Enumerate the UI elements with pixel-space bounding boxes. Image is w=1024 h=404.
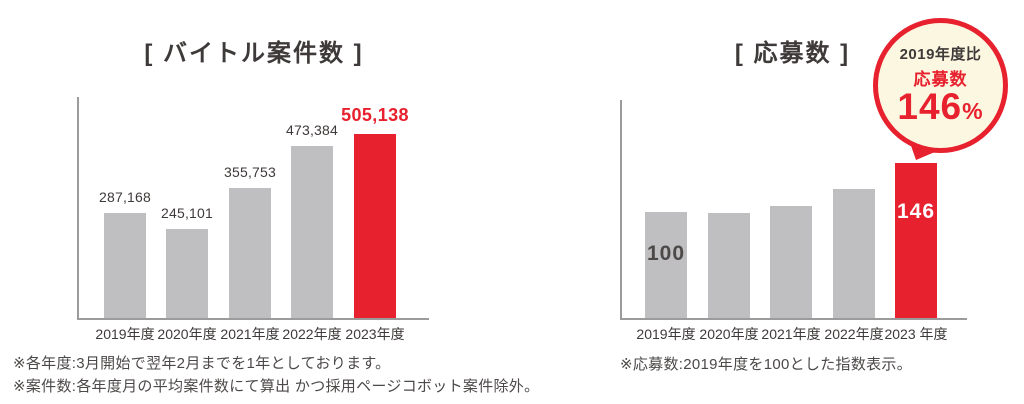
jobs-bar-value-2022: 473,384 bbox=[285, 122, 338, 138]
jobs-axis-label-2023: 2023年度 bbox=[345, 326, 405, 342]
footnote-fiscal-year: ※各年度:3月開始で翌年2月までを1年としております。 bbox=[13, 355, 391, 372]
apps-axis-label-2019: 2019年度 bbox=[636, 326, 696, 342]
jobs-bar-value-2023: 505,138 bbox=[341, 105, 409, 125]
badge-comparison-label: 2019年度比 bbox=[899, 46, 982, 63]
jobs-axis-label-2021: 2021年度 bbox=[220, 326, 280, 342]
badge-value-percent-sign: % bbox=[962, 98, 984, 124]
applications-chart-plot: 2019年度 2020年度 2021年度 2022年度 2023 年度 100 146 bbox=[620, 100, 967, 342]
jobs-bar-2021 bbox=[229, 188, 271, 318]
apps-axis-label-2021: 2021年度 bbox=[761, 326, 821, 342]
badge-value: 146% bbox=[878, 86, 1003, 127]
badge-metric-label: 応募数 bbox=[913, 70, 968, 89]
jobs-bar-value-2019: 287,168 bbox=[98, 189, 151, 205]
jobs-bar-2023 bbox=[354, 134, 396, 318]
apps-axis-label-2022: 2022年度 bbox=[824, 326, 884, 342]
apps-inside-label-2019: 100 bbox=[646, 242, 686, 265]
apps-axis-label-2020: 2020年度 bbox=[699, 326, 759, 342]
apps-bar-2022 bbox=[833, 189, 875, 318]
footnote-applications-index: ※応募数:2019年度を100とした指数表示。 bbox=[620, 356, 913, 373]
apps-bar-2023 bbox=[895, 163, 937, 318]
jobs-bar-2022 bbox=[291, 146, 333, 318]
jobs-axis-label-2020: 2020年度 bbox=[157, 326, 217, 342]
apps-bar-2019 bbox=[645, 212, 687, 318]
jobs-axis-label-2022: 2022年度 bbox=[282, 326, 342, 342]
apps-inside-label-2023: 146 bbox=[896, 200, 936, 223]
jobs-bar-2019 bbox=[104, 213, 146, 318]
applications-chart-title: [ 応募数 ] bbox=[734, 40, 851, 67]
jobs-bar-value-2020: 245,101 bbox=[160, 205, 213, 221]
jobs-bar-2020 bbox=[166, 229, 208, 318]
jobs-chart-plot: 2019年度 287,168 2020年度 245,101 2021年度 355,753 2… bbox=[77, 97, 429, 342]
jobs-bar-value-2021: 355,753 bbox=[223, 164, 276, 180]
jobs-chart-title: [ バイトル案件数 ] bbox=[144, 40, 364, 67]
apps-bar-2021 bbox=[770, 206, 812, 318]
applications-ratio-badge: 2019年度比 応募数 146% bbox=[873, 18, 1008, 153]
badge-value-number: 146 bbox=[897, 86, 963, 127]
apps-bar-2020 bbox=[708, 213, 750, 318]
footnote-job-count: ※案件数:各年度月の平均案件数にて算出 かつ採用ページコボット案件除外。 bbox=[13, 378, 540, 395]
apps-axis-label-2023: 2023 年度 bbox=[884, 326, 948, 342]
jobs-axis-label-2019: 2019年度 bbox=[95, 326, 155, 342]
